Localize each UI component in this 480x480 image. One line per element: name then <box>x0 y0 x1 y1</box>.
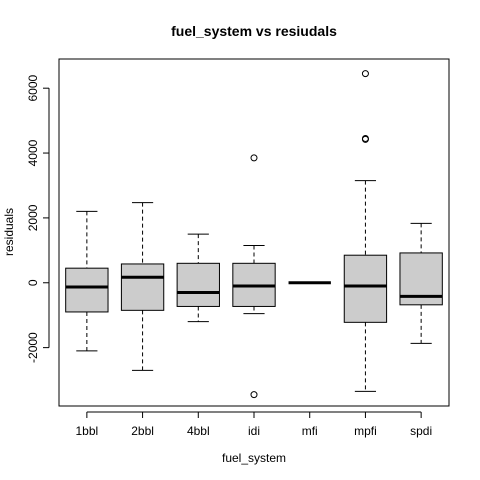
box-spdi <box>399 222 443 344</box>
x-tick-label: 4bbl <box>187 424 210 438</box>
box-mpfi <box>343 70 388 392</box>
plot-frame <box>58 58 450 407</box>
outlier-point <box>250 391 258 399</box>
x-axis: 1bbl 2bbl 4bbl idi mfi mpfi spdi <box>76 411 432 438</box>
x-tick-label: mfi <box>302 424 318 438</box>
box-1bbl <box>65 210 109 352</box>
x-tick-label: idi <box>248 424 260 438</box>
y-tick-label: 0 <box>26 279 40 286</box>
outlier-point <box>250 154 258 162</box>
x-tick-label: 1bbl <box>76 424 99 438</box>
outlier-point <box>361 70 369 78</box>
box-rect <box>343 254 388 323</box>
chart-title: fuel_system vs resiudals <box>171 23 337 39</box>
x-tick-label: mpfi <box>354 424 377 438</box>
boxes <box>65 70 443 399</box>
box-rect <box>176 262 220 307</box>
box-rect <box>65 267 109 313</box>
x-tick-label: 2bbl <box>131 424 154 438</box>
y-axis: -2000 0 2000 4000 6000 <box>26 75 50 363</box>
y-tick-label: 6000 <box>26 75 40 102</box>
box-4bbl <box>176 233 220 323</box>
x-axis-label: fuel_system <box>222 451 286 465</box>
outlier-point <box>361 134 369 142</box>
y-axis-label: residuals <box>2 208 16 256</box>
box-2bbl <box>120 202 165 371</box>
y-tick-label: -2000 <box>26 332 40 363</box>
y-tick-label: 4000 <box>26 139 40 166</box>
x-tick-label: spdi <box>410 424 432 438</box>
box-rect <box>120 263 165 311</box>
y-tick-label: 2000 <box>26 204 40 231</box>
box-idi <box>232 154 276 399</box>
